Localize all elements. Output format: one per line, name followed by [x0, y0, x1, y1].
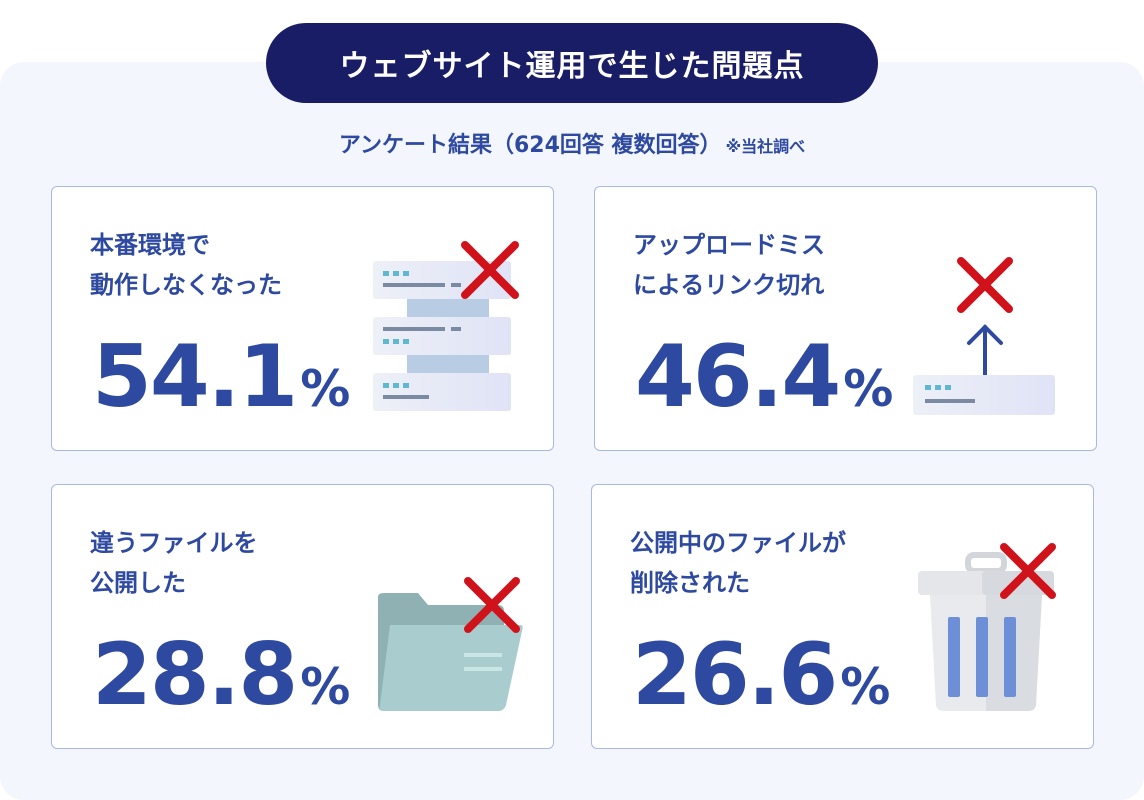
card-value-number: 46.4	[635, 327, 841, 427]
card-label: 本番環境で 動作しなくなった	[90, 225, 380, 305]
card-value-unit: %	[840, 658, 891, 716]
error-cross-icon	[957, 257, 1013, 313]
error-cross-icon	[461, 241, 519, 299]
card-value-unit: %	[300, 360, 351, 418]
card-value-unit: %	[300, 658, 351, 716]
error-cross-icon	[464, 577, 520, 633]
card-label-line1: アップロードミス	[633, 231, 825, 259]
upload-arrow-icon	[913, 257, 1055, 415]
card-percentage: 54.1%	[92, 327, 350, 427]
card-label: 公開中のファイルが 削除された	[630, 523, 920, 603]
card-percentage: 26.6%	[632, 625, 890, 725]
card-label-line1: 公開中のファイルが	[630, 529, 846, 557]
card-label: アップロードミス によるリンク切れ	[633, 225, 923, 305]
survey-subtitle: アンケート結果（624回答 複数回答） ※当社調べ	[0, 127, 1144, 159]
survey-note: ※当社調べ	[725, 137, 806, 156]
card-value-number: 26.6	[632, 625, 838, 725]
card-label-line2: 削除された	[630, 569, 750, 597]
error-cross-icon	[1000, 543, 1056, 599]
card-label: 違うファイルを 公開した	[90, 523, 380, 603]
stat-card-production-failure: 本番環境で 動作しなくなった 54.1%	[51, 186, 554, 451]
stat-card-deleted-file: 公開中のファイルが 削除された 26.6%	[591, 484, 1094, 749]
card-value-unit: %	[843, 360, 894, 418]
folder-icon	[378, 577, 523, 711]
page-title: ウェブサイト運用で生じた問題点	[266, 23, 878, 103]
card-label-line2: によるリンク切れ	[633, 271, 825, 299]
card-label-line1: 違うファイルを	[90, 529, 258, 557]
card-value-number: 28.8	[92, 625, 298, 725]
card-label-line2: 公開した	[90, 569, 186, 597]
stat-card-wrong-file: 違うファイルを 公開した 28.8%	[51, 484, 554, 749]
card-percentage: 46.4%	[635, 327, 893, 427]
stat-card-broken-link: アップロードミス によるリンク切れ 46.4%	[594, 186, 1097, 451]
card-label-line1: 本番環境で	[90, 231, 210, 259]
card-value-number: 54.1	[92, 327, 298, 427]
server-stack-icon	[373, 241, 519, 411]
card-percentage: 28.8%	[92, 625, 350, 725]
trash-icon	[918, 543, 1056, 711]
survey-subtitle-text: アンケート結果（624回答 複数回答）	[338, 133, 722, 158]
card-label-line2: 動作しなくなった	[90, 271, 282, 299]
